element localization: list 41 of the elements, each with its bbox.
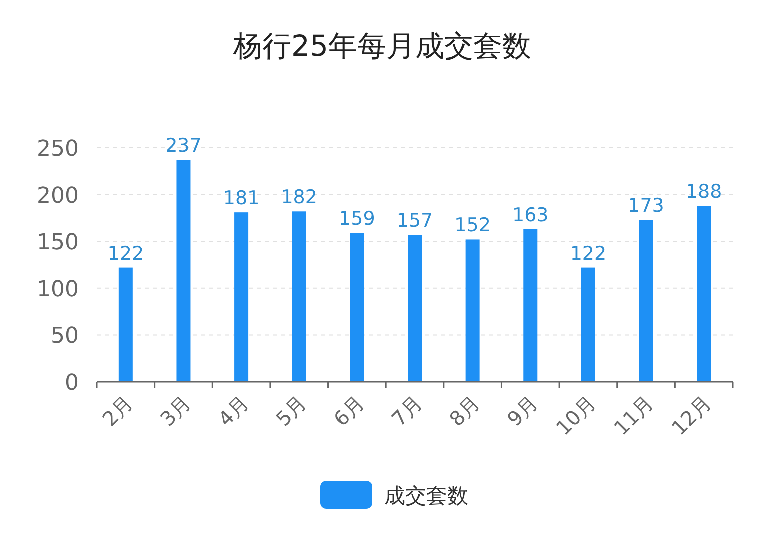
x-tick-label: 2月 xyxy=(98,391,138,432)
bar xyxy=(524,229,538,382)
data-label: 122 xyxy=(570,242,607,265)
data-label: 152 xyxy=(454,214,491,237)
bar xyxy=(350,233,364,382)
y-tick-label: 250 xyxy=(37,137,79,162)
x-tick-label: 8月 xyxy=(444,391,485,432)
x-tick-label: 3月 xyxy=(156,391,196,432)
x-tick-label: 12月 xyxy=(667,391,716,440)
bar xyxy=(118,268,133,382)
x-tick-label: 10月 xyxy=(551,391,600,440)
bar xyxy=(581,268,596,382)
y-tick-label: 100 xyxy=(37,277,79,302)
x-tick-label: 6月 xyxy=(329,391,370,432)
data-label: 173 xyxy=(628,195,664,218)
data-label: 237 xyxy=(166,135,202,158)
bar xyxy=(697,206,712,382)
bar xyxy=(176,160,191,382)
bar xyxy=(234,212,249,382)
y-tick-label: 0 xyxy=(65,371,79,396)
y-tick-label: 50 xyxy=(51,324,79,350)
bar xyxy=(408,235,422,382)
legend-label: 成交套数 xyxy=(384,484,468,508)
data-label: 163 xyxy=(512,204,549,226)
data-label: 182 xyxy=(281,186,318,209)
y-tick-label: 150 xyxy=(37,230,79,256)
x-tick-label: 7月 xyxy=(386,391,428,432)
x-tick-label: 11月 xyxy=(609,391,658,440)
data-label: 122 xyxy=(108,242,144,265)
chart-title: 杨行25年每月成交套数 xyxy=(232,29,532,63)
bar xyxy=(292,212,306,382)
data-label: 157 xyxy=(396,210,434,232)
bar xyxy=(639,220,654,382)
data-label: 188 xyxy=(686,181,722,204)
x-tick-label: 4月 xyxy=(213,391,254,432)
x-tick-label: 9月 xyxy=(502,391,543,432)
data-label: 181 xyxy=(223,188,260,210)
x-tick-label: 5月 xyxy=(271,391,312,432)
data-label: 159 xyxy=(339,208,376,230)
y-tick-label: 200 xyxy=(37,184,79,209)
bar xyxy=(466,240,480,382)
